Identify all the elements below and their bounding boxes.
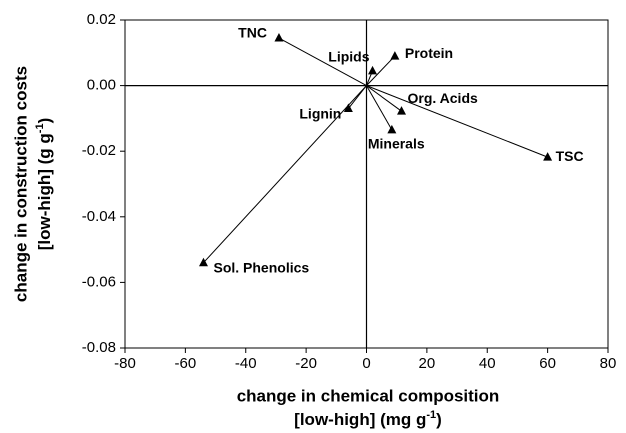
- x-tick-label: -20: [295, 355, 317, 372]
- marker: [397, 106, 407, 115]
- y-axis-label-part: ): [35, 118, 54, 124]
- x-tick-label: 40: [479, 355, 496, 372]
- vector: [203, 85, 367, 264]
- x-tick-label: -60: [175, 355, 197, 372]
- point-label: TSC: [556, 148, 584, 164]
- marker: [274, 33, 284, 42]
- x-axis-label-part: [low-high] (mg g: [294, 410, 426, 429]
- point-label: Minerals: [368, 136, 425, 152]
- x-tick-label: -80: [114, 355, 136, 372]
- point-label: Protein: [405, 45, 453, 61]
- x-tick-label: 80: [600, 355, 617, 372]
- vector: [278, 37, 367, 87]
- x-tick-label: 0: [362, 355, 370, 372]
- vector: [366, 85, 402, 112]
- marker: [343, 103, 353, 113]
- point-label: Lignin: [299, 105, 341, 121]
- y-tick-label: -0.06: [82, 273, 116, 290]
- y-axis-label-line1: change in construction costs: [11, 66, 30, 302]
- x-axis-label-sup: -1: [426, 409, 436, 421]
- y-tick-label: -0.08: [82, 339, 116, 356]
- marker: [390, 51, 400, 60]
- y-axis-label-line2: [low-high] (g g-1): [34, 118, 55, 251]
- x-axis-label-line1: change in chemical composition: [237, 386, 500, 405]
- marker: [543, 152, 553, 161]
- y-tick-label: -0.04: [82, 208, 116, 225]
- point-label: Lipids: [328, 49, 369, 65]
- vector: [366, 85, 393, 131]
- vector: [366, 85, 548, 158]
- marker: [368, 65, 378, 75]
- point-label: TNC: [238, 25, 267, 41]
- marker: [387, 124, 397, 134]
- vector: [366, 55, 396, 86]
- point-label: Sol. Phenolics: [213, 259, 309, 275]
- marker: [198, 257, 208, 267]
- x-tick-label: 60: [539, 355, 556, 372]
- x-axis-label-line2: [low-high] (mg g-1): [294, 409, 442, 430]
- x-axis-label-part: ): [436, 410, 442, 429]
- y-axis-label-part: [low-high] (g g: [35, 133, 54, 250]
- x-tick-label: -40: [235, 355, 257, 372]
- y-axis-label-sup: -1: [34, 123, 46, 133]
- y-tick-label: 0.02: [87, 11, 116, 28]
- y-tick-label: 0.00: [87, 77, 116, 94]
- x-tick-label: 20: [419, 355, 436, 372]
- y-tick-label: -0.02: [82, 142, 116, 159]
- point-label: Org. Acids: [408, 90, 478, 106]
